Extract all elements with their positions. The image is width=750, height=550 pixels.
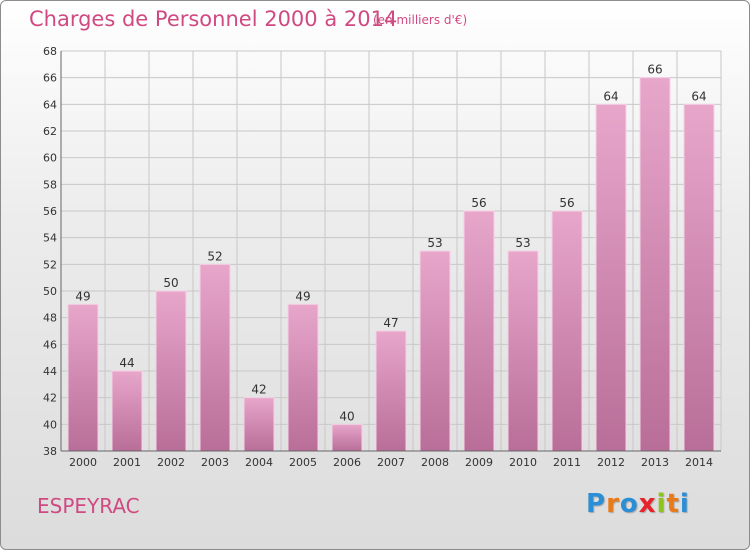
bar-value-label: 47: [383, 316, 398, 330]
bar-2011: [551, 210, 583, 452]
bar-2005: [287, 303, 319, 452]
y-tick-label: 42: [43, 392, 57, 405]
bar-value-label: 64: [603, 89, 618, 103]
axis-layer: 38 40 42 44 46 48 50 52 54 56 58 60 62 64 66 68 2000 2001…: [43, 45, 721, 469]
commune-name: ESPEYRAC: [37, 494, 140, 518]
y-tick-label: 62: [43, 125, 57, 138]
x-tick-label: 2014: [685, 456, 713, 469]
x-tick-label: 2007: [377, 456, 405, 469]
x-tick-label: 2006: [333, 456, 361, 469]
x-tick-label: 2009: [465, 456, 493, 469]
y-tick-label: 64: [43, 98, 57, 111]
logo-letter: P: [586, 489, 607, 519]
y-tick-label: 48: [43, 312, 57, 325]
y-tick-label: 66: [43, 72, 57, 85]
bar-2001: [111, 370, 143, 452]
bar-value-label: 40: [339, 409, 354, 423]
y-tick-label: 44: [43, 365, 57, 378]
y-tick-label: 38: [43, 445, 57, 458]
y-tick-label: 54: [43, 232, 57, 245]
y-tick-label: 60: [43, 152, 57, 165]
bar-value-label: 64: [691, 89, 706, 103]
logo-letter: x: [638, 489, 657, 519]
bar-value-label: 56: [471, 196, 486, 210]
bar-value-label: 56: [559, 196, 574, 210]
bar-value-label: 52: [207, 249, 222, 263]
x-tick-label: 2011: [553, 456, 581, 469]
logo-letter: i: [679, 489, 690, 519]
bar-value-label: 49: [75, 289, 90, 303]
label-layer: 49 44 50 52 42 49 40 47 53 56 53 56 64 66 64: [75, 63, 706, 424]
x-tick-label: 2001: [113, 456, 141, 469]
x-tick-label: 2012: [597, 456, 625, 469]
x-tick-label: 2008: [421, 456, 449, 469]
logo-letter: t: [666, 489, 680, 519]
bar-layer: [67, 77, 715, 452]
logo-letter: i: [656, 489, 667, 519]
chart-subtitle: (en milliers d'€): [373, 13, 468, 27]
bar-2013: [639, 77, 671, 452]
y-tick-label: 46: [43, 338, 57, 351]
bar-2007: [375, 330, 407, 452]
bar-value-label: 42: [251, 383, 266, 397]
x-tick-label: 2010: [509, 456, 537, 469]
bar-value-label: 44: [119, 356, 134, 370]
logo-letter: r: [606, 489, 620, 519]
bar-2012: [595, 103, 627, 452]
bar-2000: [67, 303, 99, 452]
y-tick-label: 40: [43, 418, 57, 431]
bar-2004: [243, 397, 275, 452]
x-tick-label: 2000: [69, 456, 97, 469]
bar-2010: [507, 250, 539, 452]
y-tick-label: 52: [43, 258, 57, 271]
bar-2003: [199, 263, 231, 452]
x-tick-label: 2013: [641, 456, 669, 469]
bar-value-label: 49: [295, 289, 310, 303]
y-tick-label: 68: [43, 45, 57, 58]
bar-2008: [419, 250, 451, 452]
x-tick-label: 2004: [245, 456, 273, 469]
bar-2009: [463, 210, 495, 452]
bar-2002: [155, 290, 187, 452]
bar-value-label: 66: [647, 63, 662, 77]
bar-value-label: 53: [427, 236, 442, 250]
proxiti-logo: Proxiti: [586, 489, 690, 519]
x-tick-label: 2005: [289, 456, 317, 469]
bar-value-label: 53: [515, 236, 530, 250]
x-tick-label: 2003: [201, 456, 229, 469]
bar-value-label: 50: [163, 276, 178, 290]
y-tick-label: 58: [43, 178, 57, 191]
logo-letter: o: [619, 489, 639, 519]
y-tick-label: 50: [43, 285, 57, 298]
chart-title: Charges de Personnel 2000 à 2014: [29, 7, 398, 31]
bar-2006: [331, 423, 363, 452]
bar-2014: [683, 103, 715, 452]
y-tick-label: 56: [43, 205, 57, 218]
x-tick-label: 2002: [157, 456, 185, 469]
